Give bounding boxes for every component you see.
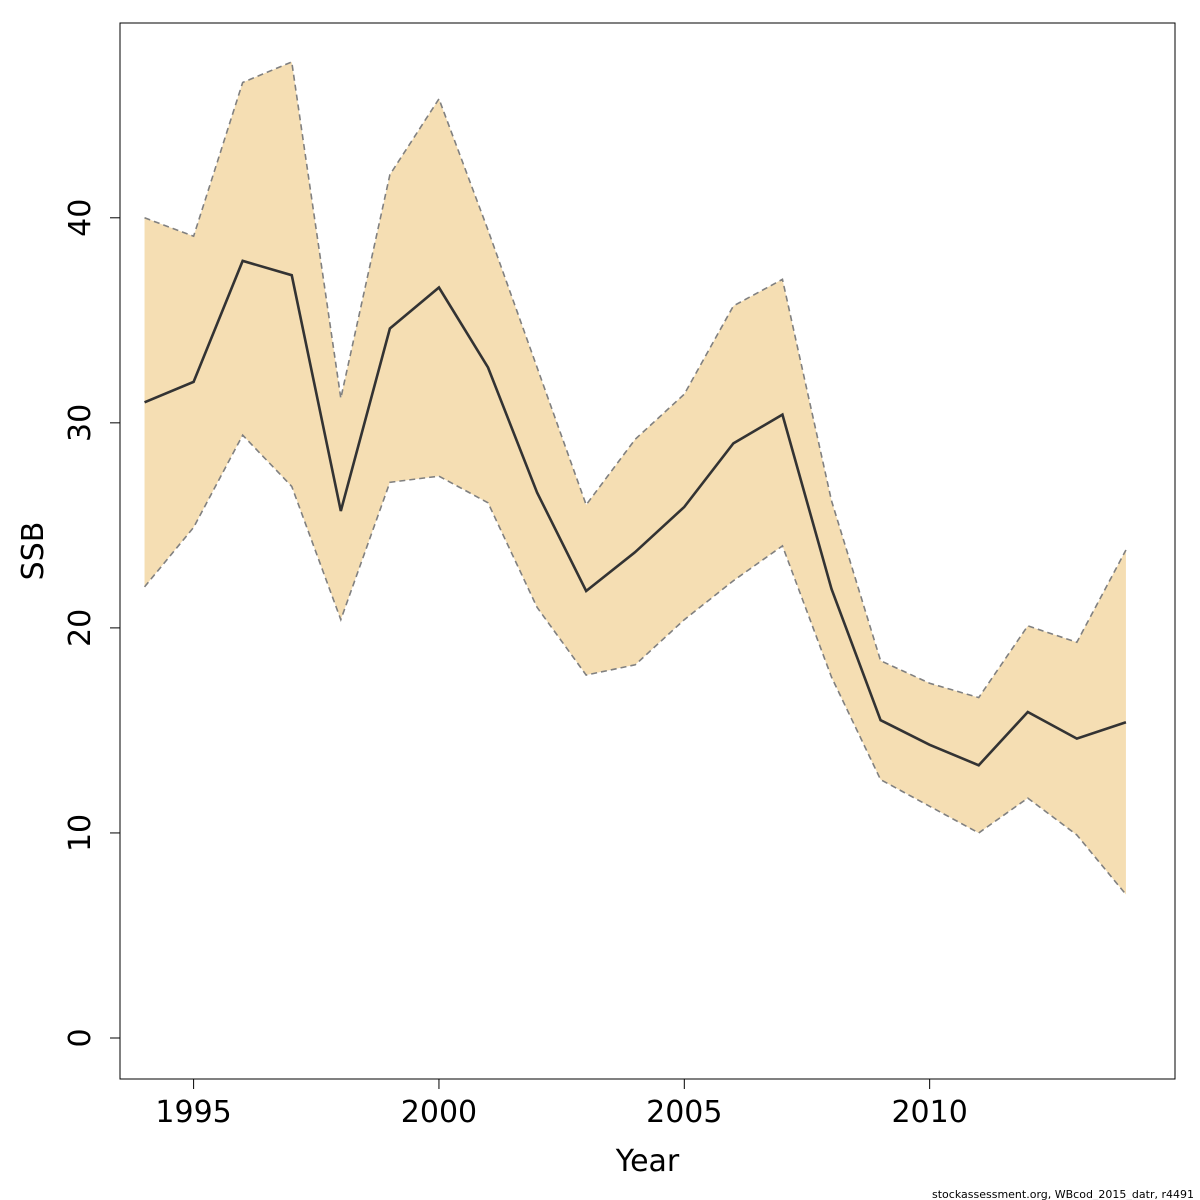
x-tick-label-1995: 1995 [155,1095,231,1130]
lower-bound-line [143,433,1127,895]
y-tick-label-30: 30 [63,404,98,442]
y-tick-label-20: 20 [63,609,98,647]
upper-bound-line [144,60,1127,699]
footnote: stockassessment.org, WBcod_2015_datr, r4… [932,1188,1194,1200]
estimate-line-layer [144,259,1127,767]
y-tick-label-10: 10 [63,814,98,852]
plot-frame [119,22,1176,1080]
y-tick-label-0: 0 [63,1028,98,1047]
y-axis: 0 10 20 30 40 [63,199,120,1048]
y-axis-title: SSB [16,522,51,581]
x-tick-label-2005: 2005 [646,1095,722,1130]
x-axis: 1995 2000 2005 2010 [155,1079,968,1130]
confidence-band [144,61,1126,895]
x-axis-title: Year [615,1144,680,1179]
y-tick-label-40: 40 [63,199,98,237]
confidence-band-layer [143,60,1127,895]
x-tick-label-2000: 2000 [401,1095,477,1130]
x-tick-label-2010: 2010 [891,1095,967,1130]
